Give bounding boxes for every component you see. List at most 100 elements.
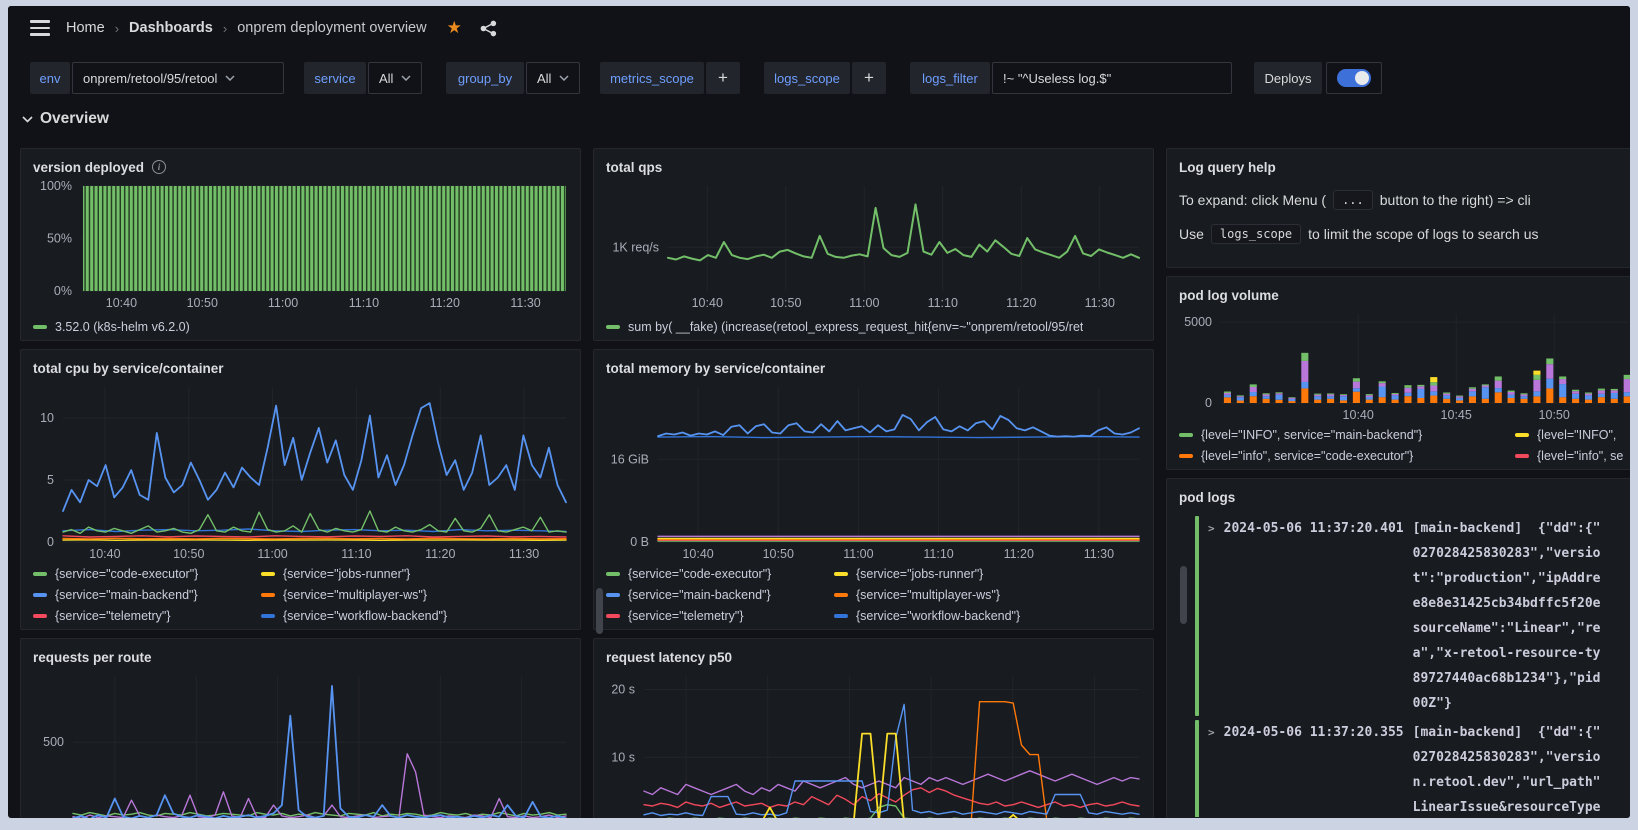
expand-chevron-icon[interactable]: > [1208, 726, 1215, 739]
svg-text:11:00: 11:00 [843, 547, 873, 561]
legend-label: {level="INFO", [1537, 428, 1617, 442]
legend-swatch [1179, 433, 1193, 437]
section-overview[interactable]: Overview [22, 110, 109, 128]
var-service-select[interactable]: All [368, 62, 422, 94]
request-latency-chart[interactable]: 20 s 10 s [606, 668, 1141, 818]
svg-text:10:50: 10:50 [763, 547, 794, 561]
legend-swatch [834, 614, 848, 618]
legend-item[interactable]: {service="main-backend"} [33, 588, 261, 602]
legend-swatch [1179, 454, 1193, 458]
breadcrumb-current[interactable]: onprem deployment overview [237, 20, 427, 36]
legend-item[interactable]: {service="telemetry"} [33, 609, 261, 623]
legend-label: {service="jobs-runner"} [283, 567, 411, 581]
legend-item[interactable]: {service="workflow-backend"} [834, 609, 1141, 623]
legend-swatch [1515, 433, 1529, 437]
panel-title[interactable]: request latency p50 [606, 649, 733, 665]
legend-swatch [1515, 454, 1529, 458]
menu-dots-chip: ... [1333, 190, 1373, 210]
svg-text:10:40: 10:40 [692, 296, 723, 310]
legend: 3.52.0 (k8s-helm v6.2.0) [33, 313, 568, 334]
legend: sum by( __fake) (increase(retool_express… [606, 313, 1141, 334]
metrics-scope-add-button[interactable]: + [706, 62, 740, 94]
log-row[interactable]: >2024-05-06 11:37:20.355 [main-backend] {… [1195, 720, 1630, 817]
top-nav: Home › Dashboards › onprem deployment ov… [8, 6, 1630, 50]
var-env-select[interactable]: onprem/retool/95/retool [72, 62, 284, 94]
legend: {level="INFO", service="main-backend"} {l… [1179, 425, 1630, 463]
legend-item[interactable]: {service="main-backend"} [606, 588, 834, 602]
panel-title[interactable]: requests per route [33, 649, 152, 665]
legend-item[interactable]: {service="multiplayer-ws"} [834, 588, 1141, 602]
var-label-logs-scope: logs_scope [764, 62, 850, 94]
svg-text:10:50: 10:50 [1539, 408, 1570, 422]
legend-item[interactable]: {level="INFO", [1515, 428, 1630, 442]
panel-pod-log-volume: pod log volume 10:4010:4510:5010:5550000… [1166, 276, 1630, 470]
menu-icon[interactable] [30, 20, 50, 36]
legend-item[interactable]: {service="code-executor"} [606, 567, 834, 581]
breadcrumb-home[interactable]: Home [66, 20, 105, 36]
legend-item[interactable]: {level="info", service="code-executor"} [1179, 449, 1515, 463]
legend-label: {service="main-backend"} [55, 588, 198, 602]
breadcrumb-dashboards[interactable]: Dashboards [129, 20, 213, 36]
legend-item[interactable]: {service="jobs-runner"} [834, 567, 1141, 581]
legend-item[interactable]: {level="INFO", service="main-backend"} [1179, 428, 1515, 442]
panel-log-query-help: Log query help To expand: click Menu ( .… [1166, 148, 1630, 268]
panel-total-cpu: total cpu by service/container 10:40 10:5… [20, 349, 581, 630]
legend-label: {service="telemetry"} [55, 609, 171, 623]
panel-title[interactable]: total qps [606, 159, 663, 175]
svg-text:11:20: 11:20 [1004, 547, 1034, 561]
svg-text:0: 0 [47, 535, 54, 549]
svg-text:10:40: 10:40 [682, 547, 713, 561]
legend-item[interactable]: 3.52.0 (k8s-helm v6.2.0) [33, 320, 190, 334]
legend-item[interactable]: {service="workflow-backend"} [261, 609, 568, 623]
panel-title[interactable]: pod log volume [1179, 287, 1279, 303]
legend-swatch [834, 572, 848, 576]
svg-text:50%: 50% [47, 232, 72, 246]
total-qps-chart[interactable]: 10:40 10:50 11:00 11:10 11:20 11:30 1K req/s [606, 178, 1141, 313]
svg-text:11:00: 11:00 [257, 547, 287, 561]
svg-text:11:30: 11:30 [1084, 547, 1114, 561]
requests-per-route-chart[interactable]: 500 [33, 668, 568, 818]
version-deployed-chart[interactable]: 10:40 10:50 11:00 11:10 11:20 11:30 100% 50% 0% [33, 178, 568, 313]
log-message: [main-backend] {"dd":{" 027028425830283"… [1412, 725, 1601, 815]
log-row[interactable]: >2024-05-06 11:37:20.401 [main-backend] {… [1195, 516, 1630, 716]
chevron-down-icon [401, 75, 411, 81]
legend-label: {service="workflow-backend"} [856, 609, 1021, 623]
legend-item[interactable]: {level="info", se [1515, 449, 1630, 463]
legend-item[interactable]: {service="jobs-runner"} [261, 567, 568, 581]
svg-text:0%: 0% [54, 284, 72, 298]
log-level-bar [1195, 516, 1199, 716]
panel-title[interactable]: total cpu by service/container [33, 360, 224, 376]
legend-item[interactable]: {service="code-executor"} [33, 567, 261, 581]
breadcrumb: Home › Dashboards › onprem deployment ov… [66, 20, 427, 36]
var-label-metrics-scope: metrics_scope [600, 62, 704, 94]
logs-scope-add-button[interactable]: + [852, 62, 886, 94]
total-cpu-chart[interactable]: 10:40 10:50 11:00 11:10 11:20 11:30 10 5 0 [33, 379, 568, 564]
svg-text:11:30: 11:30 [1085, 296, 1115, 310]
share-icon[interactable] [480, 20, 497, 37]
logs-filter-input[interactable]: !~ "^Useless log.$" [992, 62, 1232, 94]
legend-item[interactable]: {service="multiplayer-ws"} [261, 588, 568, 602]
svg-text:11:00: 11:00 [849, 296, 879, 310]
panel-title[interactable]: pod logs [1179, 489, 1236, 505]
panel-title[interactable]: total memory by service/container [606, 360, 826, 376]
panel-title[interactable]: Log query help [1179, 159, 1276, 175]
legend: {service="code-executor"} {service="jobs-… [606, 564, 1141, 623]
panel-title[interactable]: version deployed i [33, 156, 568, 178]
var-group-by-select[interactable]: All [526, 62, 580, 94]
total-memory-chart[interactable]: 10:40 10:50 11:00 11:10 11:20 11:30 16 GiB 0 B [606, 379, 1141, 564]
help-text: To expand: click Menu ( ... button to th… [1179, 190, 1539, 244]
svg-text:11:10: 11:10 [923, 547, 953, 561]
svg-text:11:10: 11:10 [349, 296, 379, 310]
scrollbar-thumb[interactable] [1180, 566, 1187, 624]
legend-label: {service="jobs-runner"} [856, 567, 984, 581]
info-icon[interactable]: i [152, 160, 167, 174]
legend-item[interactable]: sum by( __fake) (increase(retool_express… [606, 320, 1083, 334]
legend-swatch [606, 325, 620, 329]
legend-item[interactable]: {service="telemetry"} [606, 609, 834, 623]
svg-text:10:45: 10:45 [1441, 408, 1472, 422]
deploys-toggle[interactable] [1326, 62, 1382, 94]
favorite-star-icon[interactable]: ★ [446, 18, 462, 37]
expand-chevron-icon[interactable]: > [1208, 522, 1215, 535]
scrollbar-thumb[interactable] [596, 588, 603, 634]
